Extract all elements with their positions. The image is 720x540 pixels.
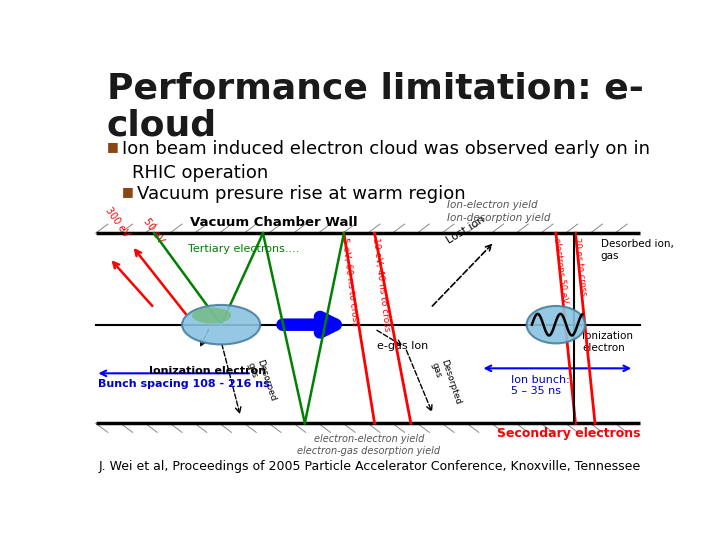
Text: 50 eV: 50 eV: [141, 217, 165, 246]
Text: –: –: [634, 460, 639, 473]
Text: Ion-desorption yield: Ion-desorption yield: [447, 213, 551, 223]
Text: Ion bunch:
5 – 35 ns: Ion bunch: 5 – 35 ns: [511, 375, 570, 396]
Ellipse shape: [182, 305, 260, 345]
Text: electrons 50 eV: electrons 50 eV: [552, 238, 569, 303]
Text: 300 eV: 300 eV: [103, 206, 130, 239]
Text: Performance limitation: e-: Performance limitation: e-: [107, 71, 644, 105]
Text: cloud: cloud: [107, 109, 217, 143]
Text: electron-gas desorption yield: electron-gas desorption yield: [297, 446, 441, 456]
Text: J. Wei et al, Proceedings of 2005 Particle Accelerator Conference, Knoxville, Te: J. Wei et al, Proceedings of 2005 Partic…: [99, 460, 641, 473]
Text: RHIC operation: RHIC operation: [132, 164, 268, 182]
Text: Vacuum presure rise at warm region: Vacuum presure rise at warm region: [138, 185, 466, 204]
Text: Ionization
electron: Ionization electron: [582, 331, 633, 353]
Text: Ion beam induced electron cloud was observed early on in: Ion beam induced electron cloud was obse…: [122, 140, 650, 158]
Text: 20 ns to cross: 20 ns to cross: [572, 238, 588, 296]
Text: Secondary electrons: Secondary electrons: [498, 427, 641, 440]
Text: e-gas Ion: e-gas Ion: [377, 341, 428, 352]
Text: Lost ion: Lost ion: [444, 214, 487, 246]
Text: Tertiary electrons....: Tertiary electrons....: [188, 244, 299, 254]
Ellipse shape: [526, 306, 585, 343]
Text: Ion-electron yield: Ion-electron yield: [447, 200, 538, 210]
Text: Vacuum Chamber Wall: Vacuum Chamber Wall: [190, 216, 358, 229]
Text: Bunch spacing 108 - 216 ns: Bunch spacing 108 - 216 ns: [99, 379, 270, 389]
Text: 10 eV, 40 ns to cross: 10 eV, 40 ns to cross: [371, 238, 391, 332]
Text: Desorpted
gas: Desorpted gas: [429, 358, 462, 409]
Text: Desorbed ion,
gas: Desorbed ion, gas: [600, 239, 673, 261]
Ellipse shape: [192, 308, 231, 323]
Text: Ionization electron: Ionization electron: [148, 366, 266, 376]
Text: electron-electron yield: electron-electron yield: [314, 434, 424, 444]
Text: Desorped
gas: Desorped gas: [245, 358, 277, 406]
Text: 5 eV, 60 ns to cross: 5 eV, 60 ns to cross: [340, 238, 360, 327]
Text: ■: ■: [122, 185, 134, 198]
Text: ■: ■: [107, 140, 119, 153]
